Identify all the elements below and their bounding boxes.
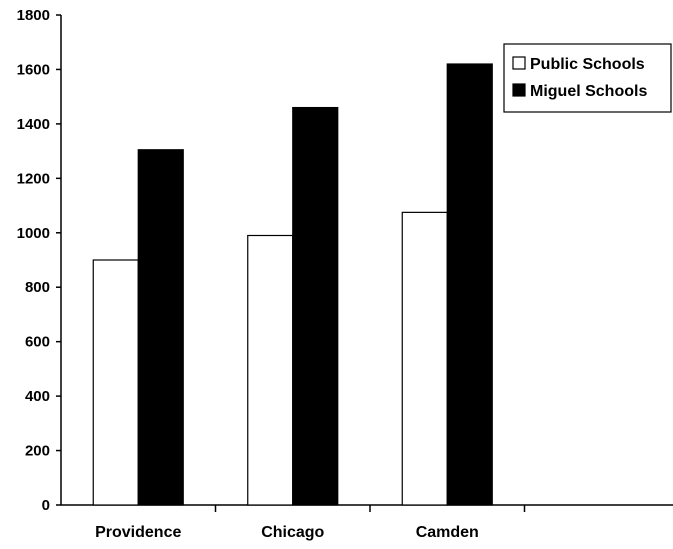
x-tick-label: Camden xyxy=(416,524,479,541)
y-tick-label: 1800 xyxy=(17,7,50,24)
legend-label: Public Schools xyxy=(530,56,645,73)
y-tick-label: 800 xyxy=(25,279,50,296)
tick-labels: 0 200 400 600 800 1000 1200 1400 1600 1800 Provide… xyxy=(17,7,479,541)
legend-box xyxy=(503,43,672,113)
legend-label: Miguel Schools xyxy=(530,83,647,100)
legend: Public Schools Miguel Schools xyxy=(503,43,672,113)
y-tick-label: 1600 xyxy=(17,61,50,78)
y-tick-label: 1200 xyxy=(17,170,50,187)
legend-swatch xyxy=(512,56,526,70)
y-tick-label: 200 xyxy=(25,443,50,460)
bar-miguel-schools xyxy=(292,106,339,506)
bar-public-schools xyxy=(92,259,139,506)
x-tick-label: Chicago xyxy=(261,524,324,541)
y-tick-label: 400 xyxy=(25,388,50,405)
legend-swatch xyxy=(512,83,526,97)
bar-public-schools xyxy=(247,234,294,506)
x-tick-label: Providence xyxy=(95,524,181,541)
y-tick-label: 0 xyxy=(42,497,50,514)
bar-miguel-schools xyxy=(137,149,184,506)
bar-miguel-schools xyxy=(446,63,493,506)
y-tick-label: 1000 xyxy=(17,225,50,242)
bars xyxy=(92,63,493,506)
y-tick-label: 600 xyxy=(25,334,50,351)
y-tick-label: 1400 xyxy=(17,116,50,133)
bar-public-schools xyxy=(401,211,448,506)
